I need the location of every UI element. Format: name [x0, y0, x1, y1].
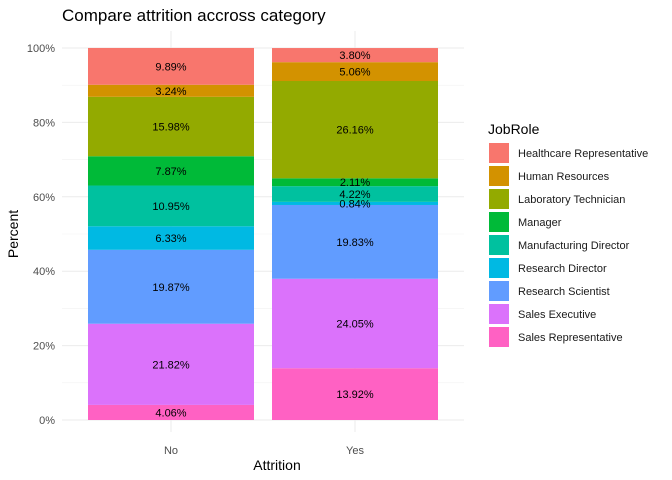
- legend-label: Sales Executive: [518, 309, 596, 321]
- bar-segment: [88, 249, 254, 324]
- legend-key: [489, 189, 509, 209]
- x-axis-title: Attrition: [253, 457, 300, 473]
- y-tick-label: 40%: [33, 266, 55, 278]
- legend-label: Research Director: [518, 263, 607, 275]
- legend-label: Healthcare Representative: [518, 148, 648, 160]
- segment-value-label: 5.06%: [339, 67, 370, 79]
- segment-value-label: 6.33%: [155, 233, 186, 245]
- y-tick-label: 100%: [27, 43, 55, 55]
- bar-segment: [88, 96, 254, 157]
- segment-value-label: 21.82%: [152, 359, 190, 371]
- chart-title: Compare attrition accross category: [62, 6, 326, 25]
- segment-value-label: 19.83%: [336, 237, 374, 249]
- legend-label: Manager: [518, 217, 562, 229]
- segment-value-label: 13.92%: [336, 389, 374, 401]
- bar-segment: [272, 201, 438, 205]
- segment-value-label: 9.89%: [155, 61, 186, 73]
- legend-key: [489, 212, 509, 232]
- legend-key: [489, 258, 509, 278]
- legend-key: [489, 235, 509, 255]
- axes: 0% 20% 40% 60% 80% 100% No Yes: [27, 43, 365, 457]
- legend-label: Manufacturing Director: [518, 240, 630, 252]
- y-tick-label: 20%: [33, 341, 55, 353]
- bar-segment: [88, 226, 254, 250]
- segment-value-label: 4.06%: [155, 407, 186, 419]
- bar-segment: [88, 47, 254, 85]
- bar-segment: [272, 278, 438, 369]
- segment-value-label: 15.98%: [152, 122, 190, 134]
- bar-segment: [272, 62, 438, 81]
- bar-segments: [88, 47, 438, 420]
- bar-segment: [272, 204, 438, 279]
- legend-key: [489, 327, 509, 347]
- legend-label: Human Resources: [518, 171, 610, 183]
- legend-title: JobRole: [488, 121, 540, 137]
- segment-value-label: 4.22%: [339, 189, 370, 201]
- legend-key: [489, 166, 509, 186]
- segment-value-label: 26.16%: [336, 125, 374, 137]
- bar-segment: [88, 404, 254, 420]
- bar-segment: [272, 178, 438, 187]
- y-tick-label: 80%: [33, 117, 55, 129]
- legend-key: [489, 281, 509, 301]
- y-axis-title: Percent: [5, 210, 21, 258]
- y-tick-label: 0%: [39, 415, 55, 427]
- bar-segment: [88, 323, 254, 405]
- segment-value-label: 2.11%: [340, 177, 371, 189]
- segment-value-label: 3.80%: [339, 50, 370, 62]
- bar-segment: [272, 368, 438, 420]
- legend: JobRole Healthcare Representative Human R…: [488, 121, 648, 347]
- segment-value-label: 24.05%: [336, 318, 374, 330]
- legend-key: [489, 304, 509, 324]
- x-tick-label: No: [164, 445, 178, 457]
- legend-label: Sales Representative: [518, 332, 623, 344]
- bar-segment: [88, 156, 254, 186]
- segment-value-label: 19.87%: [152, 282, 190, 294]
- segment-value-label: 0.84%: [339, 198, 370, 210]
- bar-segment: [88, 185, 254, 227]
- bar-segment: [272, 48, 438, 63]
- legend-label: Research Scientist: [518, 286, 610, 298]
- segment-value-label: 3.24%: [155, 86, 186, 98]
- legend-key: [489, 143, 509, 163]
- bar-segment: [272, 186, 438, 202]
- segment-value-label: 7.87%: [155, 166, 186, 178]
- y-tick-label: 60%: [33, 192, 55, 204]
- segment-value-label: 10.95%: [152, 201, 190, 213]
- x-tick-label: Yes: [346, 445, 364, 457]
- legend-label: Laboratory Technician: [518, 194, 625, 206]
- bar-segment: [88, 84, 254, 97]
- bar-segment: [272, 80, 438, 179]
- segment-labels: 4.06% 21.82% 19.87% 6.33% 10.95% 7.87% 15.98% 3…: [152, 50, 374, 419]
